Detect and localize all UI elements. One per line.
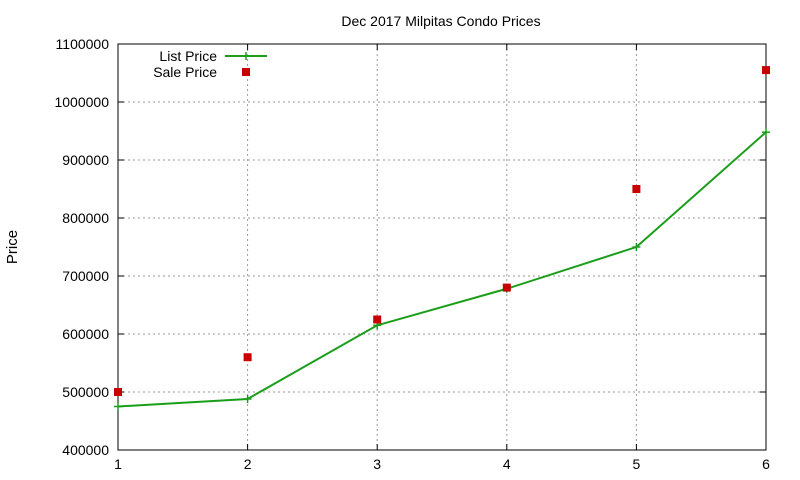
list-price-point [114, 402, 122, 411]
x-tick-label: 3 [373, 456, 381, 472]
list-price-point [632, 243, 641, 251]
x-tick-label: 6 [762, 456, 770, 472]
x-tick-label: 1 [114, 456, 122, 472]
sale-price-point [502, 283, 511, 292]
legend-square-marker [242, 68, 250, 76]
series-layer [114, 66, 770, 411]
sale-price-point [114, 388, 122, 396]
sale-price-point [762, 66, 770, 75]
sale-price-point [243, 353, 252, 362]
axis-ticks: 1 2 3 4 5 6 400000 500000 600000 700000 800000 9000… [54, 36, 770, 472]
list-price-point [243, 394, 252, 403]
y-tick-label: 800000 [62, 210, 109, 226]
y-axis-label: Price [4, 230, 21, 264]
sale-price-point [373, 315, 382, 324]
y-tick-label: 1100000 [56, 36, 110, 52]
x-tick-label: 4 [503, 456, 511, 472]
legend-cross-marker [242, 52, 250, 60]
sale-price-point [632, 185, 641, 193]
list-price-line [117, 131, 767, 408]
y-tick-label: 400000 [62, 442, 109, 458]
y-tick-label: 600000 [62, 326, 109, 342]
y-tick-label: 1000000 [54, 94, 109, 110]
y-tick-label: 900000 [62, 152, 109, 168]
legend-label: Sale Price [153, 64, 217, 80]
y-tick-label: 700000 [62, 268, 109, 284]
chart-title: Dec 2017 Milpitas Condo Prices [341, 13, 540, 29]
list-price-point [762, 128, 770, 137]
x-tick-label: 5 [633, 456, 641, 472]
legend-label: List Price [159, 48, 217, 64]
y-tick-label: 500000 [62, 384, 109, 400]
grid-lines [118, 44, 766, 450]
x-tick-label: 2 [244, 456, 252, 472]
plot-frame [117, 43, 767, 451]
